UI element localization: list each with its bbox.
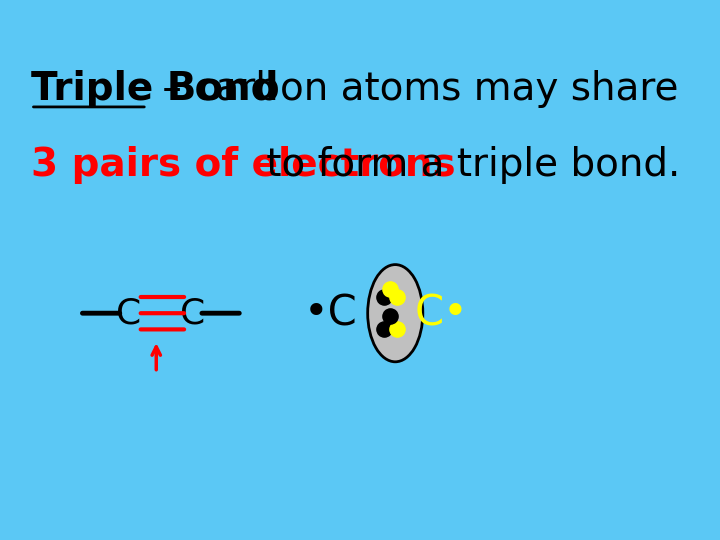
Point <box>392 325 403 334</box>
Ellipse shape <box>368 265 423 362</box>
Text: C: C <box>116 296 141 330</box>
Point <box>392 293 403 301</box>
Point <box>384 285 396 293</box>
Text: to form a triple bond.: to form a triple bond. <box>254 146 680 184</box>
Text: C: C <box>181 296 206 330</box>
Point <box>378 325 390 334</box>
Text: 3 pairs of electrons: 3 pairs of electrons <box>31 146 455 184</box>
Point <box>378 293 390 301</box>
Point <box>384 312 396 320</box>
Text: Triple Bond: Triple Bond <box>31 70 278 108</box>
Text: – carbon atoms may share: – carbon atoms may share <box>150 70 679 108</box>
Text: •C: •C <box>304 292 358 334</box>
Text: C•: C• <box>414 292 468 334</box>
